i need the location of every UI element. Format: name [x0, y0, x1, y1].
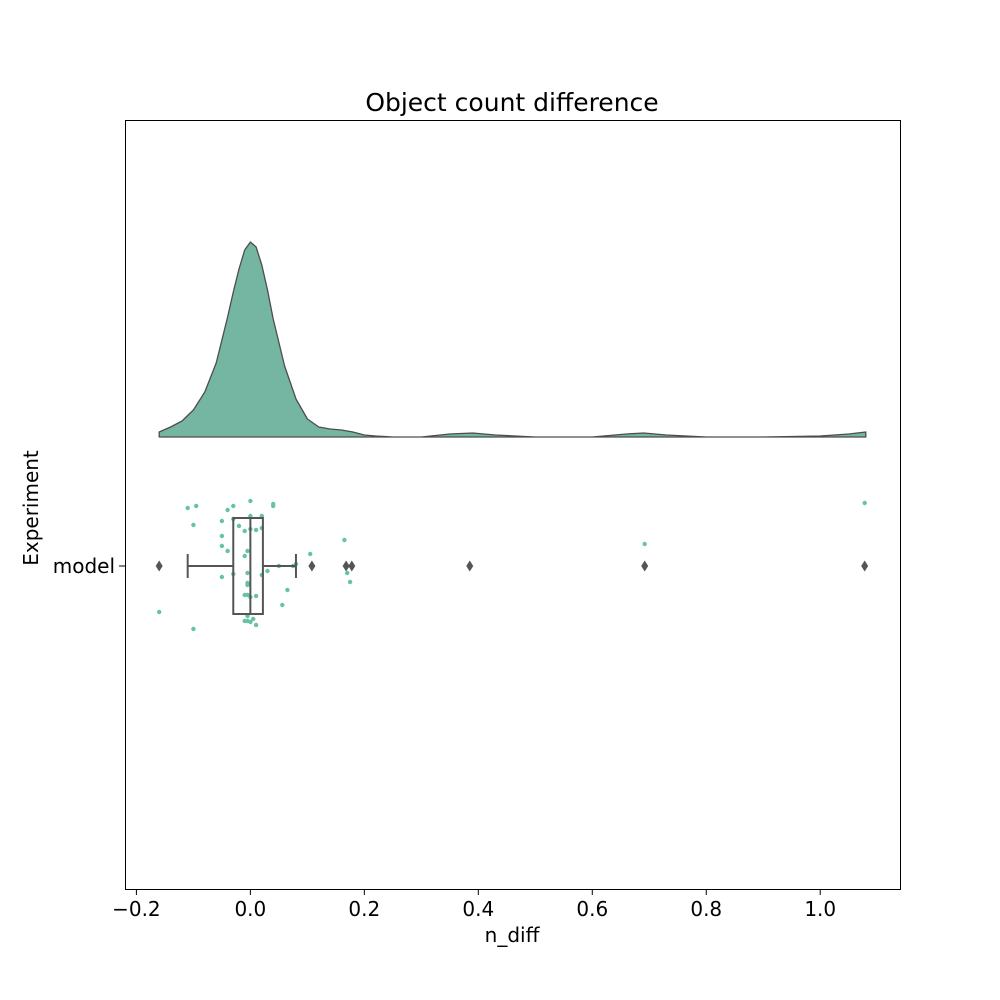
data-point: [231, 503, 236, 509]
data-point: [245, 570, 250, 576]
data-point: [253, 593, 259, 599]
data-point: [191, 626, 196, 632]
plot-area: [155, 241, 869, 632]
data-point: [253, 622, 259, 628]
x-tick-label: 0.2: [348, 897, 380, 921]
data-point: [225, 548, 230, 554]
data-point: [345, 570, 350, 576]
x-tick-label: 1.0: [804, 897, 836, 921]
data-point: [265, 568, 270, 574]
data-point: [157, 609, 162, 615]
data-point: [271, 501, 276, 507]
outlier-marker: [348, 560, 356, 572]
data-point: [219, 574, 225, 580]
x-tick-label: −0.2: [112, 897, 161, 921]
data-point: [642, 541, 647, 547]
outlier-marker: [641, 560, 649, 572]
data-point: [251, 616, 256, 622]
outlier-marker: [466, 560, 474, 572]
data-point: [242, 528, 247, 534]
axes-frame: [125, 120, 901, 890]
outlier-marker: [155, 560, 163, 572]
x-tick-label: 0.4: [462, 897, 494, 921]
data-point: [285, 587, 290, 593]
outlier-marker: [861, 560, 869, 572]
outlier-marker: [342, 560, 350, 572]
iqr-box: [232, 517, 264, 615]
data-point: [347, 579, 353, 585]
y-tick-label: model: [53, 554, 115, 578]
chart-title: Object count difference: [365, 88, 658, 117]
data-point: [248, 498, 253, 504]
data-point: [245, 548, 250, 554]
data-point: [862, 500, 867, 506]
data-point: [253, 527, 259, 533]
data-point: [308, 551, 313, 557]
data-point: [236, 523, 242, 529]
y-axis-ticks: model: [53, 554, 125, 578]
data-point: [194, 503, 199, 509]
outlier-marker: [308, 560, 316, 572]
y-axis-label: Experiment: [19, 450, 43, 566]
x-tick-label: 0.8: [690, 897, 722, 921]
data-point: [280, 602, 285, 608]
data-point: [245, 582, 250, 588]
data-point: [242, 618, 247, 624]
data-point: [242, 553, 247, 559]
density-cloud: [158, 241, 867, 438]
x-tick-label: 0.0: [234, 897, 266, 921]
data-point: [219, 518, 225, 524]
x-axis-ticks: −0.2 0.0 0.2 0.4 0.6 0.8 1.0: [112, 889, 836, 921]
data-point: [342, 537, 347, 543]
x-axis-label: n_diff: [485, 923, 541, 947]
data-point: [191, 522, 196, 528]
data-point: [185, 505, 190, 511]
x-tick-label: 0.6: [576, 897, 608, 921]
data-point: [219, 543, 225, 549]
data-point: [219, 533, 225, 539]
data-point: [225, 507, 230, 513]
data-point: [248, 619, 253, 625]
